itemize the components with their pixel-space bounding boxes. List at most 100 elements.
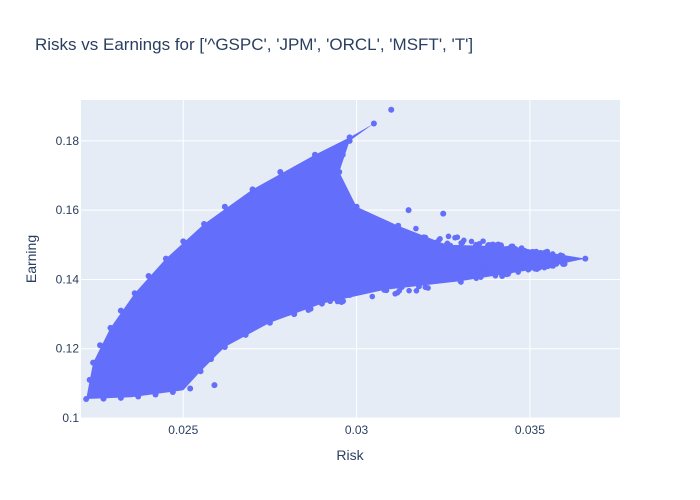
fringe-point — [328, 270, 335, 277]
data-point — [339, 186, 346, 193]
fringe-point — [383, 221, 390, 227]
data-point — [201, 221, 208, 228]
fringe-point — [319, 215, 326, 221]
fringe-point — [495, 254, 501, 261]
y-tick-label: 0.14 — [56, 272, 80, 286]
data-point — [395, 222, 402, 229]
fringe-point — [424, 253, 430, 260]
data-point — [207, 356, 214, 363]
fringe-point — [288, 220, 295, 226]
data-point — [582, 255, 589, 262]
fringe-point — [306, 276, 313, 282]
fringe-point — [408, 253, 415, 259]
fringe-point — [408, 260, 414, 267]
fringe-point — [472, 243, 479, 250]
data-point — [339, 151, 346, 158]
fringe-point — [297, 243, 303, 250]
fringe-point — [454, 260, 461, 267]
fringe-point — [293, 291, 300, 297]
fringe-point — [385, 261, 392, 268]
fringe-point — [560, 261, 566, 267]
data-point — [249, 186, 256, 193]
data-point — [311, 151, 318, 158]
fringe-point — [503, 271, 510, 278]
data-point — [117, 394, 124, 401]
data-point — [415, 283, 422, 290]
fringe-point — [339, 279, 345, 286]
fringe-point — [545, 263, 551, 270]
data-points — [83, 106, 589, 402]
fringe-point — [399, 269, 405, 275]
data-point — [152, 391, 159, 398]
data-point — [180, 238, 187, 245]
data-point — [211, 382, 218, 389]
fringe-point — [298, 261, 305, 268]
fringe-point — [436, 236, 442, 243]
fringe-point — [361, 254, 367, 260]
fringe-point — [359, 285, 366, 292]
data-point — [97, 342, 104, 349]
fringe-point — [515, 269, 521, 275]
fringe-point — [302, 299, 309, 306]
fringe-point — [459, 253, 465, 260]
fringe-point — [413, 225, 419, 232]
fringe-point — [412, 235, 419, 242]
fringe-point — [441, 244, 448, 251]
fringe-point — [296, 284, 302, 291]
data-point — [100, 395, 107, 402]
fringe-point — [458, 279, 464, 285]
fringe-point — [302, 241, 309, 248]
fringe-point — [493, 247, 500, 253]
fringe-point — [392, 277, 399, 284]
fringe-point — [353, 236, 359, 243]
fringe-point — [455, 269, 462, 276]
data-point — [107, 324, 114, 331]
fringe-point — [533, 248, 540, 255]
fringe-point — [376, 253, 383, 260]
fringe-point — [405, 280, 411, 287]
data-point — [291, 311, 298, 318]
fringe-point — [369, 293, 376, 300]
fringe-point — [438, 257, 445, 264]
fringe-point — [417, 273, 424, 279]
fringe-point — [379, 227, 386, 233]
fringe-point — [520, 259, 527, 265]
fringe-point — [309, 242, 316, 248]
fringe-point — [305, 227, 311, 234]
fringe-point — [450, 276, 456, 283]
fringe-point — [406, 287, 412, 294]
fringe-point — [478, 265, 485, 271]
fringe-point — [404, 248, 410, 254]
fringe-point — [405, 233, 412, 239]
fringe-point — [454, 234, 461, 240]
fringe-point — [334, 276, 341, 283]
fringe-point — [441, 271, 448, 278]
x-tick-label: 0.035 — [515, 423, 545, 437]
fringe-point — [516, 251, 522, 258]
fringe-point — [499, 266, 506, 273]
data-point — [86, 376, 93, 383]
fringe-point — [392, 290, 398, 297]
fringe-point — [317, 283, 324, 290]
fringe-point — [340, 298, 347, 304]
fringe-point — [367, 252, 373, 259]
fringe-point — [396, 228, 402, 234]
fringe-point — [304, 269, 311, 276]
fringe-point — [495, 263, 501, 269]
fringe-point — [472, 253, 479, 260]
fringe-point — [293, 208, 299, 215]
fringe-point — [327, 298, 333, 305]
fringe-point — [360, 272, 367, 279]
fringe-point — [484, 269, 490, 276]
fringe-point — [299, 229, 306, 235]
fringe-point — [510, 257, 517, 264]
fringe-point — [313, 275, 319, 281]
fringe-point — [376, 246, 383, 252]
data-point — [131, 290, 138, 297]
fringe-point — [498, 249, 504, 255]
fringe-point — [521, 247, 528, 254]
fringe-point — [339, 273, 346, 279]
fringe-point — [369, 222, 376, 229]
fringe-point — [372, 272, 379, 279]
fringe-point — [364, 263, 370, 270]
